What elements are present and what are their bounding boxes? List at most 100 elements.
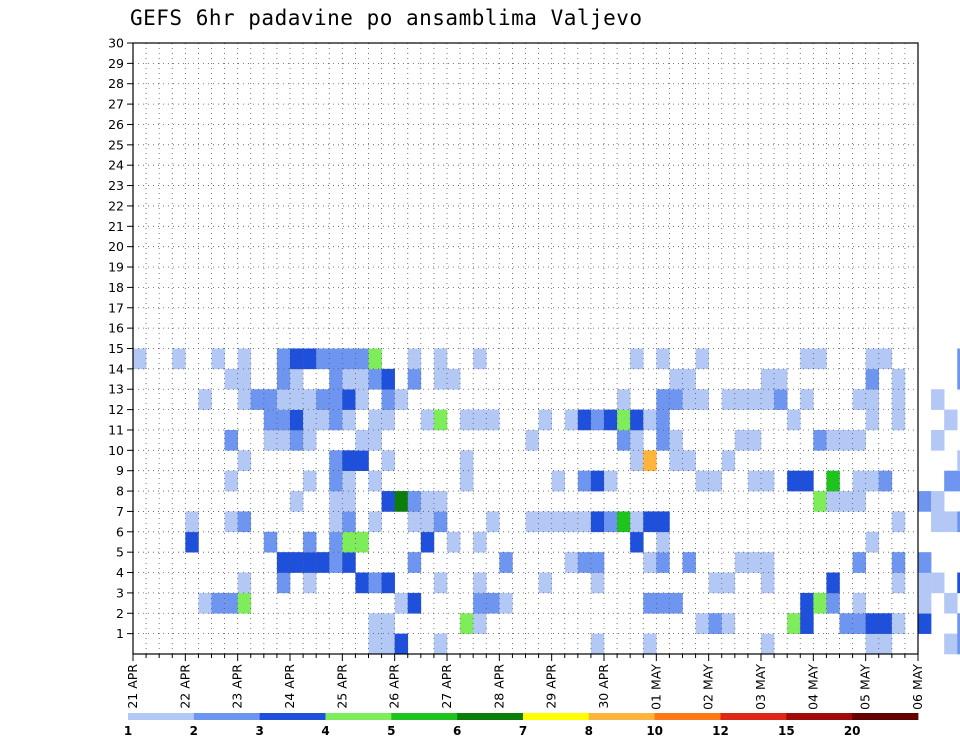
heatmap-cell bbox=[329, 450, 343, 471]
heatmap-cell bbox=[695, 348, 709, 370]
heatmap-cell bbox=[211, 348, 225, 370]
chart-title: GEFS 6hr padavine po ansamblima Valjevo bbox=[130, 6, 643, 30]
colorbar-swatch bbox=[193, 713, 261, 720]
y-tick-label: 2 bbox=[116, 606, 124, 621]
heatmap-cell bbox=[944, 470, 958, 492]
heatmap-cell bbox=[473, 592, 487, 614]
heatmap-cell bbox=[630, 450, 644, 471]
heatmap-cell bbox=[891, 552, 906, 573]
heatmap-cell bbox=[839, 613, 853, 634]
heatmap-cell bbox=[329, 511, 343, 533]
colorbar-swatch bbox=[852, 713, 919, 720]
heatmap-cell bbox=[761, 572, 775, 594]
heatmap-cell bbox=[381, 450, 395, 471]
colorbar-swatch bbox=[128, 713, 195, 720]
heatmap-cell bbox=[381, 572, 395, 594]
heatmap-cell bbox=[447, 368, 461, 390]
heatmap-cell bbox=[656, 389, 670, 410]
heatmap-cell bbox=[852, 613, 866, 634]
heatmap-cell bbox=[721, 389, 736, 410]
y-tick-label: 16 bbox=[108, 321, 124, 336]
heatmap-cell bbox=[813, 592, 827, 614]
y-tick-label: 10 bbox=[108, 443, 124, 458]
heatmap-cell bbox=[852, 429, 866, 451]
heatmap-cell bbox=[433, 633, 448, 655]
heatmap-cell bbox=[931, 572, 945, 594]
heatmap-cell bbox=[957, 450, 960, 471]
heatmap-cell bbox=[957, 348, 960, 370]
heatmap-cell bbox=[957, 613, 960, 634]
x-tick-label: 24 APR bbox=[282, 664, 297, 709]
heatmap-cell bbox=[590, 552, 605, 573]
heatmap-cell bbox=[604, 409, 618, 431]
heatmap-cell bbox=[865, 348, 880, 370]
colorbar-swatch bbox=[654, 713, 721, 720]
heatmap-cell bbox=[538, 572, 552, 594]
heatmap-cell bbox=[695, 470, 709, 492]
heatmap-cell bbox=[617, 429, 631, 451]
heatmap-cell bbox=[826, 491, 840, 512]
heatmap-cell bbox=[682, 389, 696, 410]
heatmap-cell bbox=[303, 552, 317, 573]
grid-lines bbox=[133, 43, 918, 654]
heatmap-cell bbox=[460, 613, 474, 634]
heatmap-cell bbox=[590, 470, 605, 492]
heatmap-cell bbox=[590, 633, 605, 655]
heatmap-cell bbox=[865, 613, 880, 634]
colorbar-swatch bbox=[457, 713, 524, 720]
x-tick-label: 06 MAY bbox=[910, 664, 925, 710]
heatmap-cell bbox=[957, 511, 960, 533]
heatmap-cell bbox=[394, 491, 409, 512]
heatmap-cell bbox=[538, 409, 552, 431]
heatmap-cell bbox=[708, 613, 723, 634]
heatmap-cell bbox=[342, 450, 356, 471]
heatmap-cell bbox=[708, 470, 723, 492]
y-tick-label: 20 bbox=[108, 239, 124, 254]
heatmap-cell bbox=[852, 552, 866, 573]
heatmap-cell bbox=[224, 429, 238, 451]
heatmap-cell bbox=[774, 389, 788, 410]
heatmap-cell bbox=[577, 511, 592, 533]
heatmap-cell bbox=[800, 389, 814, 410]
heatmap-cell bbox=[342, 470, 356, 492]
heatmap-cell bbox=[420, 491, 435, 512]
heatmap-cell bbox=[368, 470, 382, 492]
heatmap-cell bbox=[721, 450, 736, 471]
heatmap-cell bbox=[342, 511, 356, 533]
heatmap-cell bbox=[826, 429, 840, 451]
y-tick-label: 6 bbox=[116, 524, 124, 539]
heatmap-cell bbox=[433, 348, 448, 370]
heatmap-cell bbox=[290, 552, 304, 573]
heatmap-cell bbox=[800, 592, 814, 614]
heatmap-cell bbox=[852, 592, 866, 614]
heatmap-cell bbox=[839, 429, 853, 451]
heatmap-cell bbox=[381, 613, 395, 634]
heatmap-cell bbox=[290, 368, 304, 390]
y-tick-label: 23 bbox=[108, 178, 124, 193]
heatmap-cell bbox=[172, 348, 186, 370]
heatmap-cell bbox=[237, 592, 252, 614]
heatmap-cell bbox=[918, 592, 932, 614]
heatmap-cell bbox=[630, 429, 644, 451]
heatmap-cell bbox=[433, 409, 448, 431]
heatmap-cell bbox=[669, 450, 683, 471]
heatmap-cell bbox=[185, 511, 199, 533]
x-tick-label: 05 MAY bbox=[858, 664, 873, 710]
heatmap-cell bbox=[931, 491, 945, 512]
heatmap-cell bbox=[787, 613, 801, 634]
heatmap-cell bbox=[381, 368, 395, 390]
x-tick-label: 02 MAY bbox=[701, 664, 716, 710]
heatmap-cell bbox=[460, 470, 474, 492]
heatmap-cell bbox=[276, 348, 291, 370]
colorbar-label: 7 bbox=[519, 724, 527, 738]
heatmap-cell bbox=[473, 409, 487, 431]
heatmap-cell bbox=[420, 409, 435, 431]
heatmap-cell bbox=[630, 409, 644, 431]
x-tick-label: 29 APR bbox=[544, 664, 559, 709]
heatmap-cell bbox=[643, 592, 657, 614]
heatmap-cell bbox=[800, 348, 814, 370]
colorbar-swatch bbox=[786, 713, 853, 720]
heatmap-cell bbox=[329, 531, 343, 553]
heatmap-cell bbox=[355, 429, 369, 451]
heatmap-cell bbox=[447, 531, 461, 553]
